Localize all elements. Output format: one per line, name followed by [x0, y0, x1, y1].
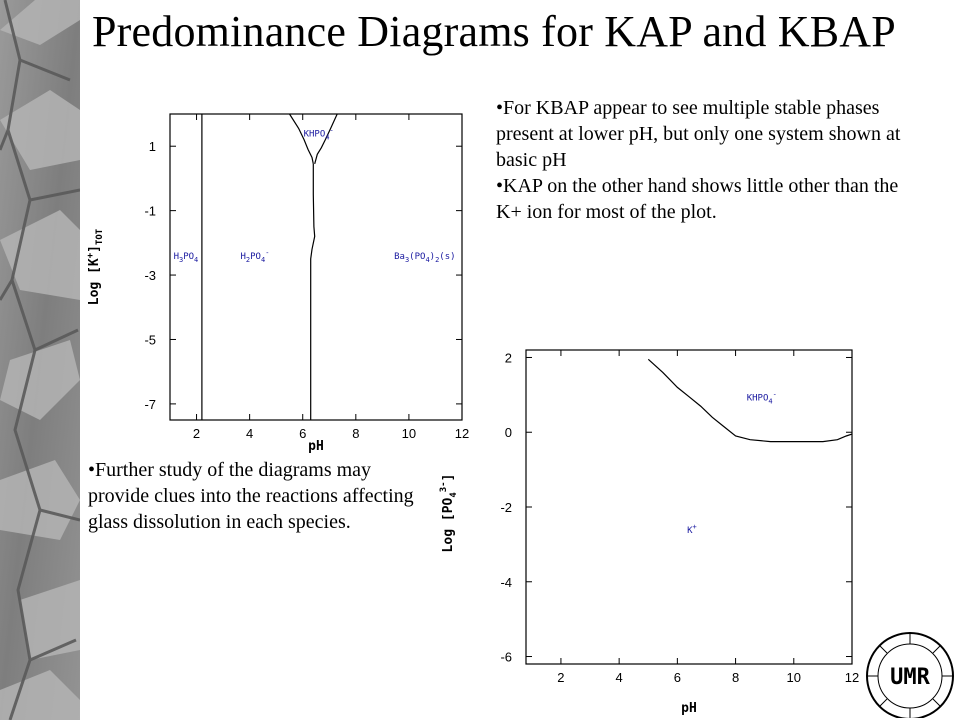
- kap-y-tick-label: 0: [505, 425, 512, 440]
- umr-seal-logo: UMR: [866, 632, 954, 718]
- kap-x-tick-label: 8: [732, 670, 739, 685]
- kbap-x-axis-label: pH: [308, 439, 324, 454]
- kbap-boundaries: [201, 113, 338, 420]
- kbap-ticks: [170, 114, 463, 420]
- kap-x-tick-label: 4: [616, 670, 623, 685]
- kap-y-tick-label: -6: [500, 650, 512, 665]
- kap-boundary-line: [647, 358, 853, 443]
- kbap-tick-labels: 2 4 6 8 10 12 1 -1 -3 -5 -7: [144, 139, 469, 441]
- kbap-x-tick-label: 12: [455, 426, 469, 441]
- kbap-frame: [169, 113, 463, 421]
- kap-region-label: KHPO4-: [747, 390, 777, 405]
- kap-x-axis-label: pH: [681, 701, 697, 716]
- marble-texture: [0, 0, 80, 720]
- kap-x-tick-label: 2: [557, 670, 564, 685]
- kbap-x-tick-label: 8: [352, 426, 359, 441]
- kbap-x-tick-label: 6: [299, 426, 306, 441]
- kap-y-tick-label: -4: [500, 575, 512, 590]
- kbap-y-tick-label: -1: [144, 204, 156, 219]
- kap-x-tick-label: 6: [674, 670, 681, 685]
- kap-region-labels: KHPO4- K+: [687, 390, 777, 536]
- kbap-region-label: H3PO4: [174, 252, 199, 264]
- kbap-y-tick-label: -3: [144, 268, 156, 283]
- bullets-bottom: •Further study of the diagrams may provi…: [88, 457, 428, 535]
- kap-region-label: K+: [687, 523, 697, 536]
- kap-x-tick-label: 12: [845, 670, 859, 685]
- kbap-x-tick-label: 4: [246, 426, 253, 441]
- bullet-kap: •KAP on the other hand shows little othe…: [496, 175, 899, 223]
- kap-y-tick-label: -2: [500, 500, 512, 515]
- kap-boundaries: [647, 358, 853, 443]
- kbap-boundary-line: [310, 163, 316, 420]
- kbap-region-label: Ba3(PO4)2(s): [394, 252, 455, 264]
- kbap-region-label: H2PO4-: [240, 249, 269, 264]
- kap-y-axis-label: Log [PO43-]: [439, 474, 459, 553]
- kbap-y-tick-label: -7: [144, 397, 156, 412]
- kbap-region-labels: H3PO4 H2PO4- Ba3(PO4)2(s) KHPO4-: [174, 127, 456, 264]
- kbap-predominance-diagram: 2 4 6 8 10 12 1 -1 -3 -5 -7 H3PO4 H2PO4- Ba3(PO4)2(s…: [86, 113, 469, 454]
- bullets-top: •For KBAP appear to see multiple stable …: [496, 95, 926, 225]
- kbap-y-tick-label: -5: [144, 332, 156, 347]
- kbap-x-tick-label: 10: [402, 426, 416, 441]
- kbap-boundary-line: [314, 113, 338, 165]
- kbap-x-tick-label: 2: [193, 426, 200, 441]
- kbap-y-axis-label: Log [K+]TOT: [86, 228, 105, 305]
- kbap-region-label: KHPO4-: [304, 127, 334, 142]
- kap-tick-labels: 2 4 6 8 10 12 2 0 -2 -4 -6: [500, 350, 859, 685]
- kap-x-tick-label: 10: [787, 670, 801, 685]
- kbap-y-tick-label: 1: [149, 139, 156, 154]
- slide-title: Predominance Diagrams for KAP and KBAP: [92, 7, 896, 56]
- bullet-kbap: •For KBAP appear to see multiple stable …: [496, 97, 901, 171]
- kap-predominance-diagram: 2 4 6 8 10 12 2 0 -2 -4 -6 KHPO4- K+ pH Log [PO43-]: [439, 349, 859, 716]
- umr-seal-letters: UMR: [890, 665, 930, 690]
- kap-ticks: [526, 350, 853, 664]
- kap-y-tick-label: 2: [505, 350, 512, 365]
- marble-sidebar: [0, 0, 80, 720]
- kbap-boundary-line: [288, 113, 314, 165]
- bullet-further-study: •Further study of the diagrams may provi…: [88, 459, 414, 533]
